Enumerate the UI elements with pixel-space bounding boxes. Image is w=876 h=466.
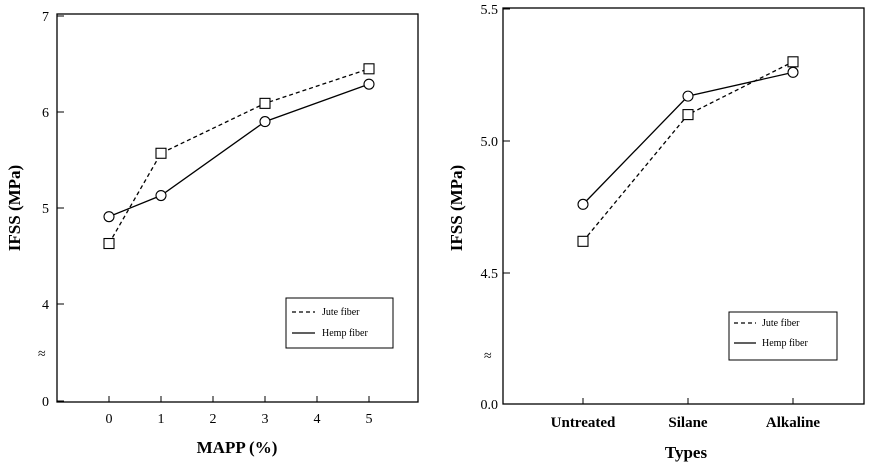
axis-break-right: ≈ (484, 349, 492, 364)
legend-box-right (728, 311, 838, 361)
data-point-jute-right (577, 235, 589, 247)
y-tick-label-right: 5.5 (481, 3, 499, 18)
legend-label-jute-left: Jute fiber (322, 307, 360, 318)
data-point-jute-left (155, 147, 167, 159)
y-tick-label-left: 5 (42, 202, 49, 217)
chart-left: 0 4 5 6 7 0 1 2 3 4 5 ≈ MAPP (%) IFSS (MPa) Jute … (5, 10, 419, 457)
data-point-hemp-left (363, 78, 375, 90)
plot-frame-right (502, 7, 865, 405)
legend-left: Jute fiber Hemp fiber (285, 297, 394, 349)
x-tick-label-left: 4 (314, 412, 321, 427)
x-tick-label-left: 2 (210, 412, 217, 427)
y-ticks-left: 0 4 5 6 7 (42, 10, 64, 410)
y-tick-label-right: 0.0 (481, 398, 499, 413)
legend-label-hemp-right: Hemp fiber (762, 338, 808, 349)
x-axis-label-left: MAPP (%) (197, 438, 278, 457)
x-tick-label-left: 0 (106, 412, 113, 427)
x-ticks-right: Untreated Silane Alkaline (551, 398, 821, 431)
y-axis-label-left: IFSS (MPa) (5, 165, 24, 251)
x-tick-label-left: 1 (158, 412, 165, 427)
y-tick-label-left: 4 (42, 298, 49, 313)
y-tick-label-left: 6 (42, 106, 49, 121)
x-ticks-left: 0 1 2 3 4 5 (106, 396, 373, 427)
data-point-hemp-left (155, 189, 167, 202)
legend-box-left (285, 297, 394, 349)
y-tick-label-right: 5.0 (481, 135, 499, 150)
data-point-jute-left (363, 63, 375, 75)
data-point-jute-right (787, 56, 799, 68)
y-axis-label-right: IFSS (MPa) (447, 165, 466, 251)
data-point-hemp-left (259, 116, 271, 128)
series-line-jute-left (108, 68, 370, 244)
y-tick-label-right: 4.5 (481, 267, 499, 282)
x-axis-label-right: Types (665, 443, 708, 462)
data-point-jute-left (103, 237, 115, 250)
data-point-jute-right (682, 109, 694, 121)
x-category-label-right: Silane (668, 415, 708, 431)
legend-label-hemp-left: Hemp fiber (322, 328, 368, 339)
legend-right: Jute fiber Hemp fiber (728, 311, 838, 361)
data-point-jute-left (259, 97, 271, 109)
series-line-jute-right (582, 61, 794, 242)
x-tick-label-left: 5 (366, 412, 373, 427)
axis-break-left: ≈ (38, 347, 46, 362)
chart-right: 0.0 4.5 5.0 5.5 Untreated Silane Alkaline ≈ T… (447, 3, 865, 462)
data-point-hemp-right (682, 90, 694, 102)
data-point-hemp-right (787, 66, 799, 78)
x-tick-label-left: 3 (262, 412, 269, 427)
series-right (577, 56, 799, 247)
series-left (103, 63, 375, 250)
y-tick-label-left: 0 (42, 395, 49, 410)
y-tick-label-left: 7 (42, 10, 49, 25)
y-ticks-right: 0.0 4.5 5.0 5.5 (481, 3, 510, 413)
data-point-hemp-right (577, 198, 589, 210)
x-category-label-right: Untreated (551, 415, 616, 431)
series-line-hemp-left (108, 83, 370, 218)
data-point-hemp-left (103, 211, 115, 223)
x-category-label-right: Alkaline (766, 415, 821, 431)
legend-label-jute-right: Jute fiber (762, 318, 800, 329)
